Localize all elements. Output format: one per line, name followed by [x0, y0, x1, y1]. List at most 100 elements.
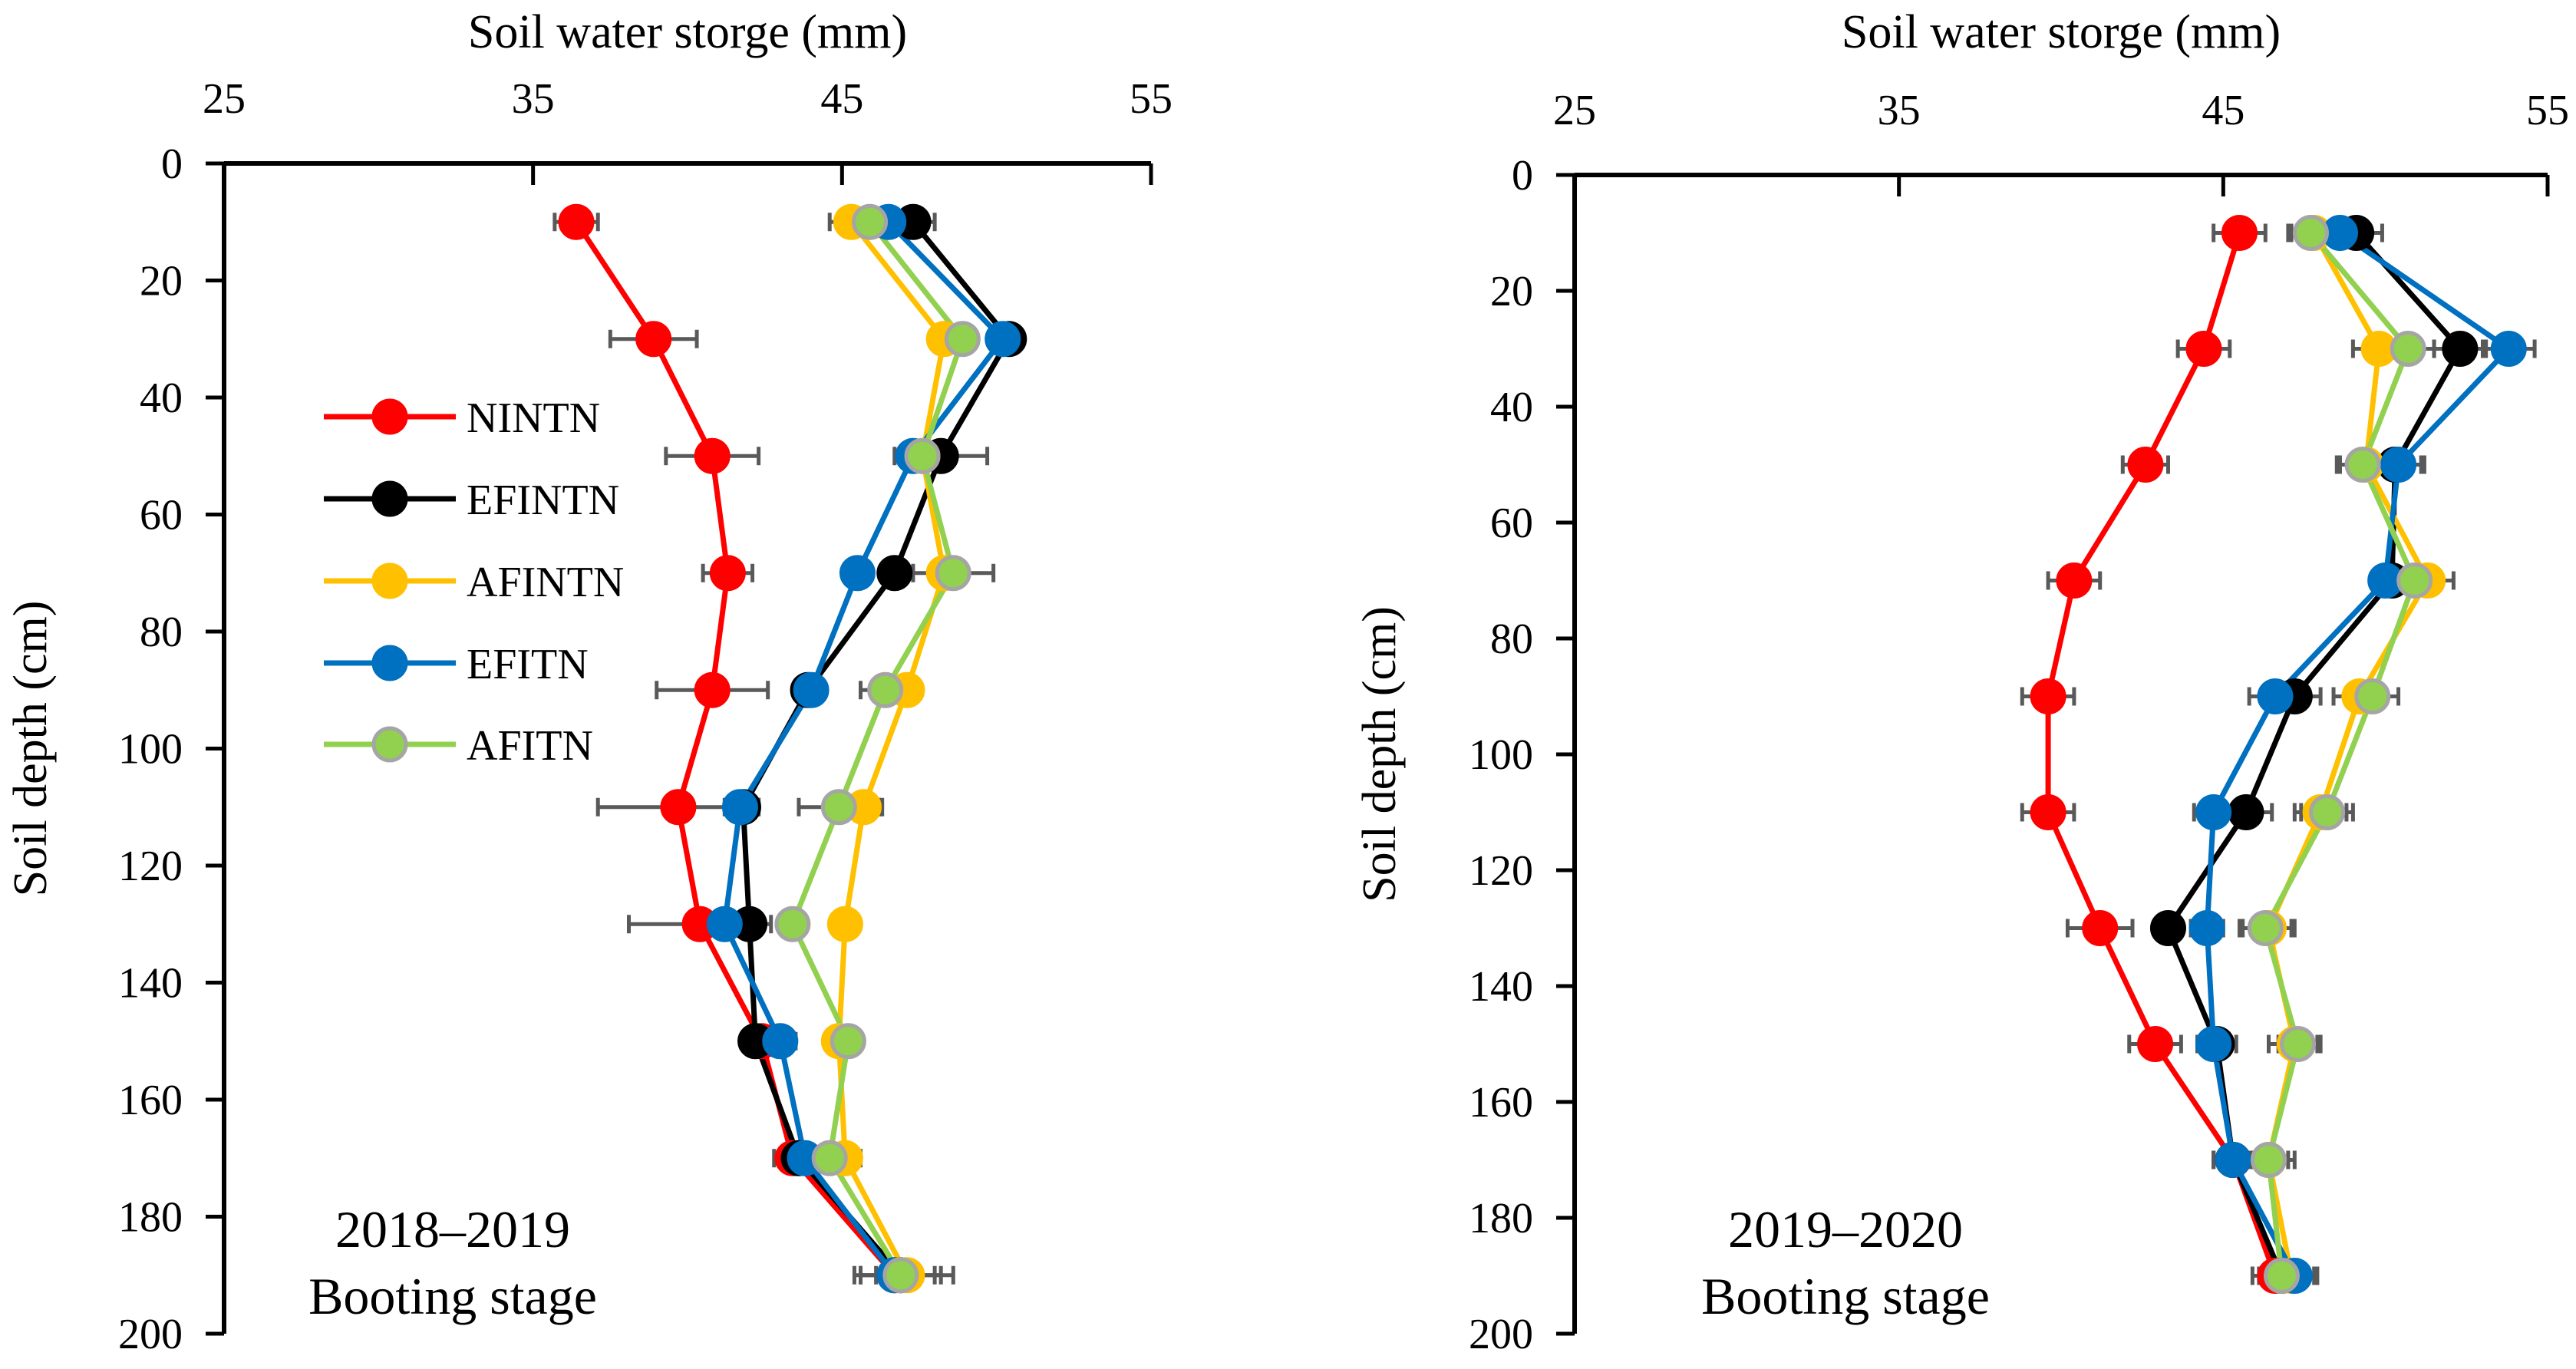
data-point-AFITN — [2263, 1258, 2300, 1294]
y-tick-label: 60 — [140, 492, 183, 539]
data-point-EFINTN — [2228, 794, 2264, 830]
y-tick-label: 80 — [140, 609, 183, 656]
y-tick-label: 120 — [118, 843, 183, 890]
y-tick-label: 140 — [1469, 963, 1533, 1011]
y-tick-label: 0 — [161, 140, 183, 188]
data-point-EFITN — [2257, 678, 2294, 714]
x-axis-title: Soil water storge (mm) — [468, 6, 907, 58]
data-point-EFINTN — [876, 555, 913, 592]
data-point-NINTN — [635, 321, 672, 358]
legend-item-EFINTN: EFINTN — [324, 477, 619, 524]
data-point-NINTN — [694, 437, 731, 474]
y-tick-label: 100 — [1469, 731, 1533, 779]
y-tick-label: 20 — [1490, 268, 1533, 315]
data-point-AFITN — [944, 321, 981, 358]
data-point-EFITN — [2215, 1142, 2251, 1178]
series-line-NINTN — [2045, 232, 2278, 1277]
panel-annotation: Booting stage — [308, 1267, 597, 1325]
x-tick-label: 45 — [820, 75, 863, 123]
data-point-NINTN — [2056, 562, 2093, 599]
x-tick-label: 45 — [2202, 87, 2245, 134]
data-point-EFITN — [2380, 447, 2417, 483]
legend-item-EFITN: EFITN — [324, 641, 589, 688]
x-tick-label: 35 — [1878, 87, 1921, 134]
x-tick-label: 55 — [1130, 75, 1173, 123]
data-point-AFITN — [820, 789, 857, 826]
data-point-NINTN — [2185, 331, 2222, 367]
y-tick-label: 180 — [1469, 1195, 1533, 1242]
data-point-AFITN — [2309, 794, 2346, 830]
data-point-NINTN — [558, 203, 595, 240]
y-tick-label: 40 — [140, 374, 183, 422]
data-point-EFITN — [762, 1023, 799, 1060]
x-tick-label: 25 — [203, 75, 246, 123]
y-tick-label: 40 — [1490, 384, 1533, 431]
legend-item-AFITN: AFITN — [324, 722, 593, 770]
y-tick-label: 200 — [118, 1311, 183, 1358]
x-tick-label: 55 — [2526, 87, 2569, 134]
data-point-EFITN — [2490, 331, 2527, 367]
data-point-EFITN — [706, 906, 743, 942]
panel-annotation: 2018–2019 — [335, 1200, 570, 1258]
legend-label: AFINTN — [467, 559, 624, 606]
series-line-EFINTN — [2165, 231, 2463, 1277]
data-point-AFITN — [935, 555, 971, 592]
data-point-AFITN — [852, 203, 889, 240]
panel-annotation: 2019–2020 — [1728, 1200, 1963, 1258]
legend-label: NINTN — [467, 394, 600, 442]
y-tick-label: 180 — [118, 1194, 183, 1242]
series-line-EFITN — [2204, 230, 2512, 1278]
data-point-EFITN — [721, 789, 758, 826]
data-point-AFITN — [2344, 447, 2381, 483]
data-point-AFITN — [811, 1140, 848, 1176]
series-line-AFINTN — [836, 220, 947, 1277]
data-point-EFINTN — [2442, 331, 2479, 367]
data-point-EFINTN — [2149, 910, 2186, 946]
series-line-AFITN — [2262, 231, 2418, 1276]
data-point-AFITN — [2354, 678, 2391, 714]
data-point-EFITN — [985, 321, 1021, 358]
data-point-NINTN — [2082, 910, 2119, 946]
series-line-AFITN — [790, 220, 965, 1277]
x-axis-title: Soil water storge (mm) — [1842, 6, 2281, 58]
chart-panel-1: 25 35 45 55 0 20 40 60 80 100 120 140 160 180 200 Soil … — [5, 6, 1173, 1358]
data-point-AFITN — [830, 1023, 866, 1060]
panel-annotation: Booting stage — [1701, 1267, 1990, 1325]
data-point-NINTN — [2137, 1026, 2174, 1062]
y-axis-title: Soil depth (cm) — [1354, 606, 1406, 902]
series-line-NINTN — [574, 220, 897, 1278]
data-point-AFITN — [2396, 562, 2433, 599]
legend-item-AFINTN: AFINTN — [324, 559, 624, 606]
legend: NINTN EFINTN AFINTN EFITN AFITN — [324, 394, 624, 770]
data-point-AFITN — [867, 671, 904, 708]
x-tick-label: 35 — [512, 75, 555, 123]
data-point-AFITN — [2251, 1142, 2287, 1178]
y-axis-title: Soil depth (cm) — [5, 601, 57, 897]
y-tick-label: 160 — [118, 1077, 183, 1124]
legend-label: AFITN — [467, 722, 593, 770]
x-tick-label: 25 — [1553, 87, 1596, 134]
legend-marker — [371, 398, 408, 435]
legend-label: EFITN — [467, 641, 589, 688]
y-tick-label: 140 — [118, 960, 183, 1008]
data-point-NINTN — [694, 671, 731, 708]
legend-label: EFINTN — [467, 477, 619, 524]
data-point-AFITN — [2247, 910, 2284, 946]
y-tick-label: 160 — [1469, 1079, 1533, 1127]
data-point-AFITN — [904, 437, 941, 474]
y-tick-label: 20 — [140, 258, 183, 305]
data-point-EFITN — [839, 555, 876, 592]
data-point-AFITN — [774, 906, 811, 942]
series-line-EFITN — [721, 219, 1006, 1277]
data-point-NINTN — [2221, 215, 2258, 251]
data-point-EFITN — [793, 671, 830, 708]
data-point-NINTN — [660, 789, 697, 826]
data-point-AFITN — [2390, 331, 2426, 367]
legend-item-NINTN: NINTN — [324, 394, 600, 442]
y-tick-label: 120 — [1469, 847, 1533, 895]
chart-panel-2: 25 35 45 55 0 20 40 60 80 100 120 140 160 180 200 Soil … — [1354, 6, 2569, 1358]
y-tick-label: 200 — [1469, 1311, 1533, 1358]
data-point-EFITN — [2188, 910, 2225, 946]
legend-marker — [371, 562, 408, 599]
